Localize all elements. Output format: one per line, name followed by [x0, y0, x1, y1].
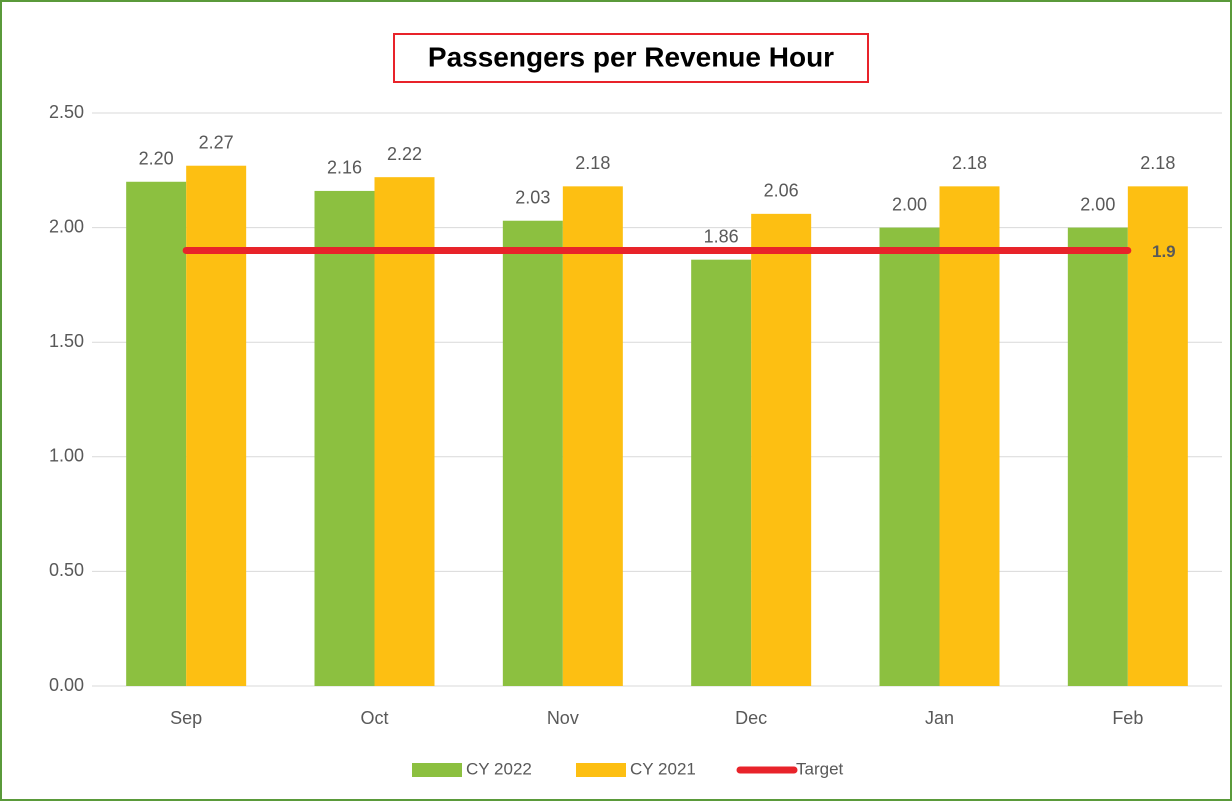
bar [939, 186, 1000, 686]
y-tick-label: 2.00 [49, 216, 84, 236]
data-label: 2.18 [952, 153, 987, 173]
x-tick-label: Dec [735, 708, 767, 728]
chart-title: Passengers per Revenue Hour [428, 41, 834, 72]
data-label: 2.00 [892, 194, 927, 214]
legend-label: CY 2021 [630, 759, 696, 778]
bar [314, 190, 375, 687]
data-label: 1.86 [704, 226, 739, 246]
bar [691, 259, 752, 686]
data-label: 2.18 [1140, 153, 1175, 173]
x-tick-label: Feb [1112, 708, 1143, 728]
x-tick-label: Oct [360, 708, 388, 728]
y-tick-label: 1.50 [49, 331, 84, 351]
data-label: 2.06 [764, 181, 799, 201]
data-label: 2.03 [515, 187, 550, 207]
y-tick-label: 0.50 [49, 560, 84, 580]
data-label: 2.22 [387, 144, 422, 164]
bar [126, 181, 187, 686]
bar [186, 165, 247, 686]
bar [751, 213, 812, 686]
x-tick-label: Jan [925, 708, 954, 728]
bar [562, 186, 623, 686]
target-label: 1.9 [1152, 242, 1176, 261]
bar [1067, 227, 1128, 686]
bar [1127, 186, 1188, 686]
x-tick-label: Sep [170, 708, 202, 728]
bar [879, 227, 940, 686]
data-label: 2.00 [1080, 194, 1115, 214]
legend-swatch [412, 763, 462, 777]
data-label: 2.18 [575, 153, 610, 173]
y-tick-label: 0.00 [49, 675, 84, 695]
y-tick-label: 1.00 [49, 446, 84, 466]
title-box [393, 33, 869, 83]
x-tick-label: Nov [547, 708, 579, 728]
bar [374, 177, 435, 686]
y-tick-label: 2.50 [49, 102, 84, 122]
data-label: 2.20 [139, 149, 174, 169]
bar [502, 220, 563, 686]
legend-swatch [576, 763, 626, 777]
legend-label: CY 2022 [466, 759, 532, 778]
data-label: 2.27 [199, 132, 234, 152]
data-label: 2.16 [327, 158, 362, 178]
legend-label: Target [796, 759, 844, 778]
